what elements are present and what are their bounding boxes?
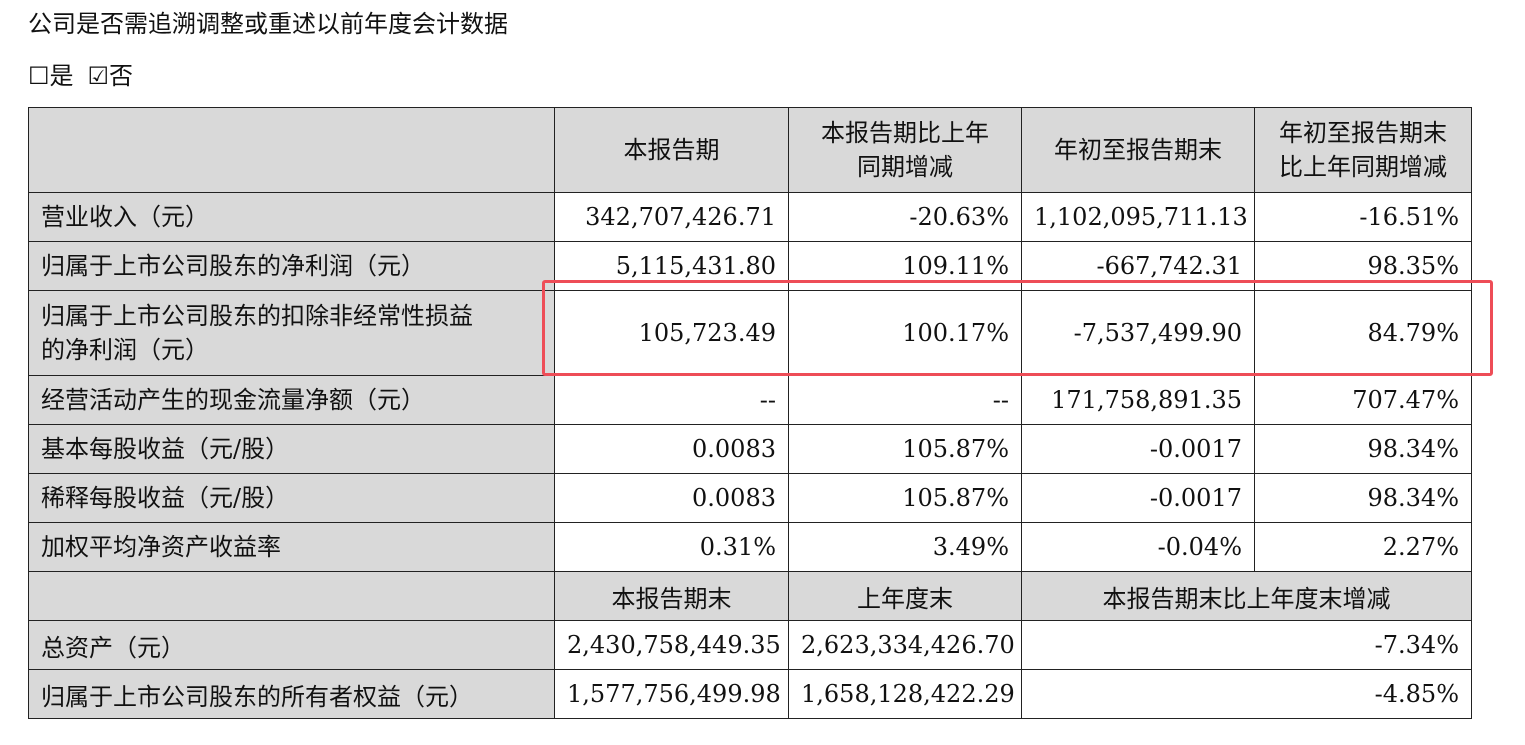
table-row: 总资产（元） 2,430,758,449.35 2,623,334,426.70 -7… xyxy=(28,620,1472,670)
financial-data-table: 本报告期 本报告期比上年 同期增减 年初至报告期末 年初至报告期末 比上年同期增减 营业收入… xyxy=(28,107,1472,719)
row-label: 归属于上市公司股东的净利润（元） xyxy=(28,241,555,291)
value-cell: 1,658,128,422.29 xyxy=(788,669,1022,719)
header-blank-cell xyxy=(28,107,555,193)
table-row: 稀释每股收益（元/股） 0.0083 105.87% -0.0017 98.34% xyxy=(28,473,1472,523)
row-label: 基本每股收益（元/股） xyxy=(28,424,555,474)
column-header: 本报告期末 xyxy=(554,571,789,621)
value-cell: 100.17% xyxy=(788,290,1022,376)
value-cell: 707.47% xyxy=(1254,375,1472,425)
no-label: 否 xyxy=(109,62,134,90)
value-cell: 105.87% xyxy=(788,473,1022,523)
table-row: 经营活动产生的现金流量净额（元） -- -- 171,758,891.35 707.47… xyxy=(28,375,1472,425)
value-cell: 1,102,095,711.13 xyxy=(1021,192,1255,242)
value-cell: 342,707,426.71 xyxy=(554,192,789,242)
value-cell: -- xyxy=(788,375,1022,425)
value-cell: -667,742.31 xyxy=(1021,241,1255,291)
row-label: 营业收入（元） xyxy=(28,192,555,242)
column-header: 上年度末 xyxy=(788,571,1022,621)
value-cell: 98.35% xyxy=(1254,241,1472,291)
value-cell: 105.87% xyxy=(788,424,1022,474)
value-cell: 105,723.49 xyxy=(554,290,789,376)
checkbox-unchecked-icon[interactable]: ☐ xyxy=(28,62,50,90)
value-cell: 84.79% xyxy=(1254,290,1472,376)
row-label: 经营活动产生的现金流量净额（元） xyxy=(28,375,555,425)
row-label: 稀释每股收益（元/股） xyxy=(28,473,555,523)
value-cell: 109.11% xyxy=(788,241,1022,291)
value-cell: 171,758,891.35 xyxy=(1021,375,1255,425)
table-header-row: 本报告期末 上年度末 本报告期末比上年度末增减 xyxy=(28,571,1472,621)
row-label: 总资产（元） xyxy=(28,620,555,670)
value-cell: -0.0017 xyxy=(1021,473,1255,523)
table-row: 基本每股收益（元/股） 0.0083 105.87% -0.0017 98.34% xyxy=(28,424,1472,474)
value-cell: 3.49% xyxy=(788,522,1022,572)
value-cell: -20.63% xyxy=(788,192,1022,242)
value-cell: -- xyxy=(554,375,789,425)
value-cell: -16.51% xyxy=(1254,192,1472,242)
row-label: 归属于上市公司股东的扣除非经常性损益 的净利润（元） xyxy=(28,290,555,376)
value-cell: -0.04% xyxy=(1021,522,1255,572)
yes-label: 是 xyxy=(49,62,74,90)
value-cell: 0.0083 xyxy=(554,473,789,523)
table-row: 归属于上市公司股东的所有者权益（元） 1,577,756,499.98 1,658,… xyxy=(28,669,1472,719)
value-cell: 2.27% xyxy=(1254,522,1472,572)
row-label: 归属于上市公司股东的所有者权益（元） xyxy=(28,669,555,719)
value-cell: 2,623,334,426.70 xyxy=(788,620,1022,670)
column-header: 年初至报告期末 xyxy=(1021,107,1255,193)
table-row: 归属于上市公司股东的净利润（元） 5,115,431.80 109.11% -667,… xyxy=(28,241,1472,291)
column-header: 本报告期末比上年度末增减 xyxy=(1021,571,1472,621)
value-cell: 98.34% xyxy=(1254,473,1472,523)
table-header-row: 本报告期 本报告期比上年 同期增减 年初至报告期末 年初至报告期末 比上年同期增减 xyxy=(28,107,1472,193)
value-cell: 0.31% xyxy=(554,522,789,572)
table-row: 营业收入（元） 342,707,426.71 -20.63% 1,102,095,71… xyxy=(28,192,1472,242)
value-cell: 1,577,756,499.98 xyxy=(554,669,789,719)
checkbox-checked-icon[interactable]: ☑ xyxy=(87,62,110,90)
financial-table-body: 本报告期 本报告期比上年 同期增减 年初至报告期末 年初至报告期末 比上年同期增减 营业收入… xyxy=(28,107,1472,719)
table-row: 归属于上市公司股东的扣除非经常性损益 的净利润（元） 105,723.49 100.1… xyxy=(28,290,1472,376)
value-cell: 0.0083 xyxy=(554,424,789,474)
value-cell: -7.34% xyxy=(1021,620,1472,670)
value-cell: 5,115,431.80 xyxy=(554,241,789,291)
column-header: 年初至报告期末 比上年同期增减 xyxy=(1254,107,1472,193)
header-blank-cell xyxy=(28,571,555,621)
value-cell: -0.0017 xyxy=(1021,424,1255,474)
section-title: 公司是否需追溯调整或重述以前年度会计数据 xyxy=(28,10,508,38)
restatement-choice: ☐是 ☑否 xyxy=(28,60,133,92)
column-header: 本报告期比上年 同期增减 xyxy=(788,107,1022,193)
value-cell: 2,430,758,449.35 xyxy=(554,620,789,670)
table-row: 加权平均净资产收益率 0.31% 3.49% -0.04% 2.27% xyxy=(28,522,1472,572)
value-cell: -7,537,499.90 xyxy=(1021,290,1255,376)
value-cell: -4.85% xyxy=(1021,669,1472,719)
row-label: 加权平均净资产收益率 xyxy=(28,522,555,572)
column-header: 本报告期 xyxy=(554,107,789,193)
value-cell: 98.34% xyxy=(1254,424,1472,474)
